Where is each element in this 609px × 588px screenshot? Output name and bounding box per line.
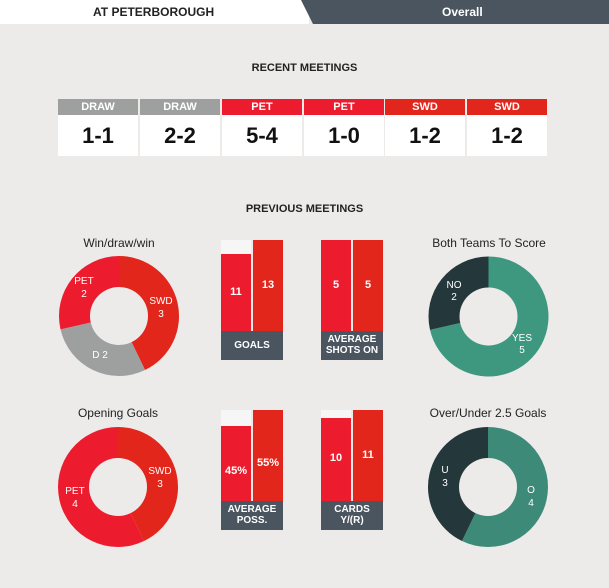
shots-caption-line2: SHOTS ON [325,345,379,356]
cards-swd-bar [353,410,383,501]
wdw-draw-label: D 2 [92,350,108,361]
meeting-result-label: PET [222,99,302,115]
shots-caption-line1: AVERAGE [327,334,377,345]
wdw-pet-label: PET [74,276,93,287]
possession-caption-line1: AVERAGE [227,504,277,515]
wdw-swd-label: SWD [149,296,172,307]
tab-bar: AT PETERBOROUGH Overall [0,0,609,24]
goals-swd-value: 13 [261,279,275,291]
previous-meetings-title: PREVIOUS MEETINGS [245,203,364,215]
meeting-result-label: DRAW [140,99,220,115]
og-swd-value: 3 [157,479,163,490]
btts-no-label: NO [447,280,462,291]
cards-pet-bar [321,418,351,501]
meeting-card: PET 1-0 [304,99,384,156]
wdw-swd-value: 3 [158,309,164,320]
poss-pet-bar [221,426,251,501]
recent-meetings-title: RECENT MEETINGS [251,62,358,74]
wdw-pet-value: 2 [81,289,87,300]
wdw-hole [90,287,148,345]
meeting-card: DRAW 1-1 [58,99,138,156]
cards-pet-value: 10 [329,452,343,464]
meeting-result-label: SWD [385,99,465,115]
og-swd-slice [118,427,178,542]
tab-overall[interactable]: Overall [301,0,609,24]
shots-swd-value: 5 [364,279,372,291]
meeting-score: 5-4 [246,123,278,148]
poss-pet-value: 45% [224,465,248,477]
meeting-score: 1-1 [82,123,114,148]
opening-goals-donut: SWD 3 PET 4 [58,427,178,547]
btts-no-value: 2 [451,292,457,303]
over-under-donut: U 3 O 4 [428,427,548,547]
poss-swd-bar [253,410,283,501]
btts-donut: NO 2 YES 5 [428,256,549,377]
btts-yes-value: 5 [519,345,525,356]
goals-pet-bar [221,254,251,331]
possession-caption: AVERAGE POSS. [221,501,283,530]
cards-caption-line1: CARDS [334,504,370,515]
meeting-card: SWD 1-2 [385,99,465,156]
meeting-score: 1-2 [409,123,441,148]
shots-swd-bar [353,240,383,331]
ou-u-label: U [441,465,448,476]
tab-at-peterborough-label: AT PETERBOROUGH [93,5,215,19]
tab-at-peterborough[interactable]: AT PETERBOROUGH [0,0,309,24]
meeting-card: DRAW 2-2 [140,99,220,156]
opening-goals-title: Opening Goals [77,406,159,420]
possession-caption-line2: POSS. [236,515,268,526]
ou-hole [459,458,517,516]
over-under-title: Over/Under 2.5 Goals [429,406,547,420]
btts-yes-label: YES [512,333,532,344]
goals-caption: GOALS [221,331,283,360]
wdw-swd-slice [119,256,179,371]
meeting-result-label: DRAW [58,99,138,115]
goals-pet-value: 11 [230,286,242,298]
btts-hole [459,287,518,346]
goals-swd-bar [253,240,283,331]
meeting-score: 1-0 [328,123,360,148]
win-draw-win-donut: PET 2 SWD 3 D 2 [58,256,179,376]
og-swd-label: SWD [148,466,171,477]
tab-overall-label: Overall [442,5,483,19]
meeting-result-label: PET [304,99,384,115]
og-pet-label: PET [65,486,84,497]
ou-o-label: O [527,485,535,496]
win-draw-win-title: Win/draw/win [83,236,155,250]
shots-pet-value: 5 [332,279,340,291]
shots-pet-bar [321,240,351,331]
shots-caption: AVERAGE SHOTS ON [321,331,383,360]
meeting-card: PET 5-4 [222,99,302,156]
og-hole [89,458,147,516]
ou-o-value: 4 [528,498,534,509]
ou-under-slice [428,427,488,542]
meeting-card: SWD 1-2 [467,99,547,156]
meeting-score: 2-2 [164,123,196,148]
meeting-score: 1-2 [491,123,523,148]
poss-swd-value: 55% [256,457,280,469]
cards-caption: CARDS Y/(R) [321,501,383,530]
btts-title: Both Teams To Score [432,236,546,250]
meeting-result-label: SWD [467,99,547,115]
og-pet-value: 4 [72,499,78,510]
ou-u-value: 3 [442,478,448,489]
cards-swd-value: 11 [362,449,374,461]
cards-caption-line2: Y/(R) [340,515,364,526]
